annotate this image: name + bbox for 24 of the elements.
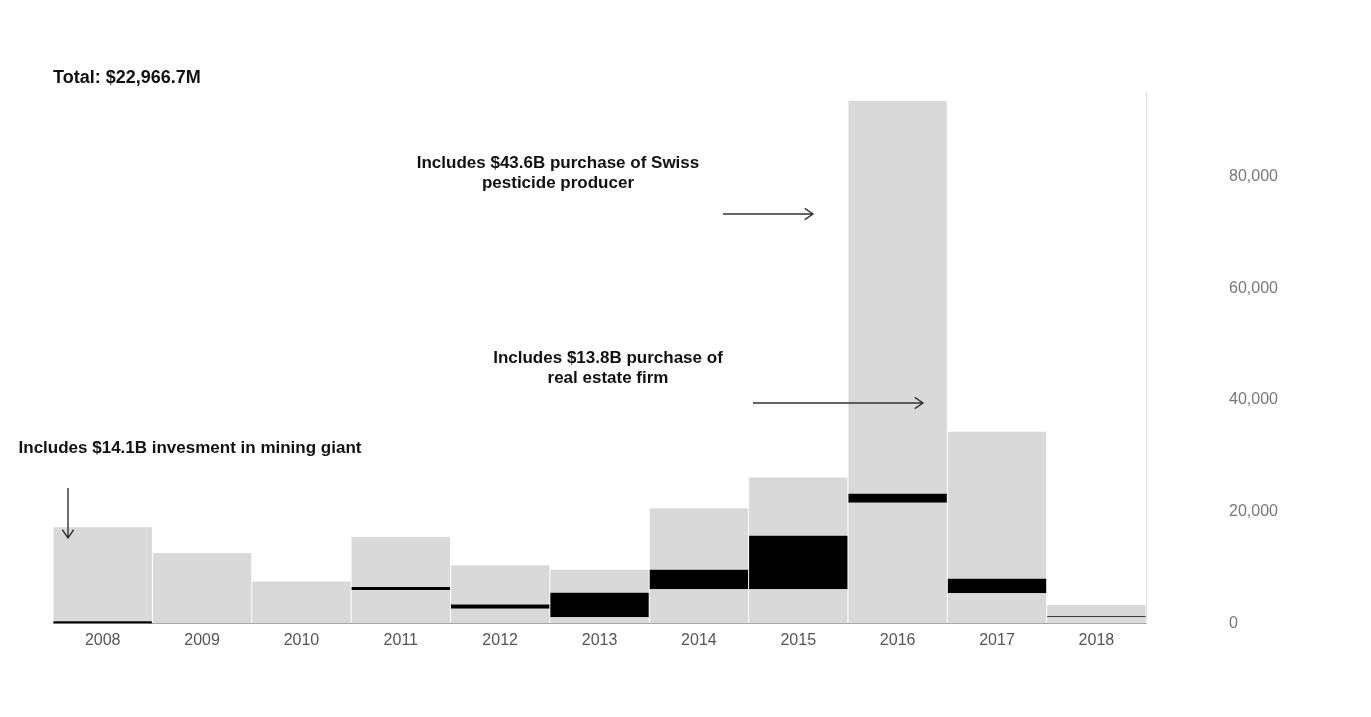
y-tick-label: 80,000 bbox=[1229, 166, 1279, 184]
y-tick-label: 0 bbox=[1229, 613, 1239, 631]
x-tick-label: 2013 bbox=[581, 631, 618, 649]
annotation: Includes $13.8B purchase of real estate firm bbox=[492, 348, 724, 388]
chart-title: Total: $22,966.7M bbox=[53, 66, 201, 87]
x-tick-label: 2010 bbox=[283, 631, 320, 649]
y-tick-label: 60,000 bbox=[1229, 278, 1279, 296]
x-tick-label: 2008 bbox=[84, 631, 121, 649]
annotation: Includes $14.1B invesment in mining giant bbox=[17, 438, 363, 458]
y-tick-label: 40,000 bbox=[1229, 390, 1279, 408]
x-tick-label: 2011 bbox=[383, 631, 419, 649]
x-tick-label: 2015 bbox=[780, 631, 817, 649]
x-tick-label: 2018 bbox=[1078, 631, 1115, 649]
x-tick-label: 2009 bbox=[184, 631, 220, 649]
bar bbox=[947, 578, 1047, 594]
x-tick-label: 2014 bbox=[681, 631, 717, 649]
y-tick-label: 20,000 bbox=[1229, 502, 1279, 520]
bar bbox=[53, 621, 152, 624]
x-tick-label: 2012 bbox=[482, 631, 519, 649]
x-tick-label: 2017 bbox=[979, 631, 1015, 649]
bar bbox=[351, 587, 450, 590]
bar bbox=[848, 493, 947, 503]
annotation: Includes $43.6B purchase of Swiss pesticide producer bbox=[415, 153, 701, 193]
x-tick-label: 2016 bbox=[879, 631, 916, 649]
